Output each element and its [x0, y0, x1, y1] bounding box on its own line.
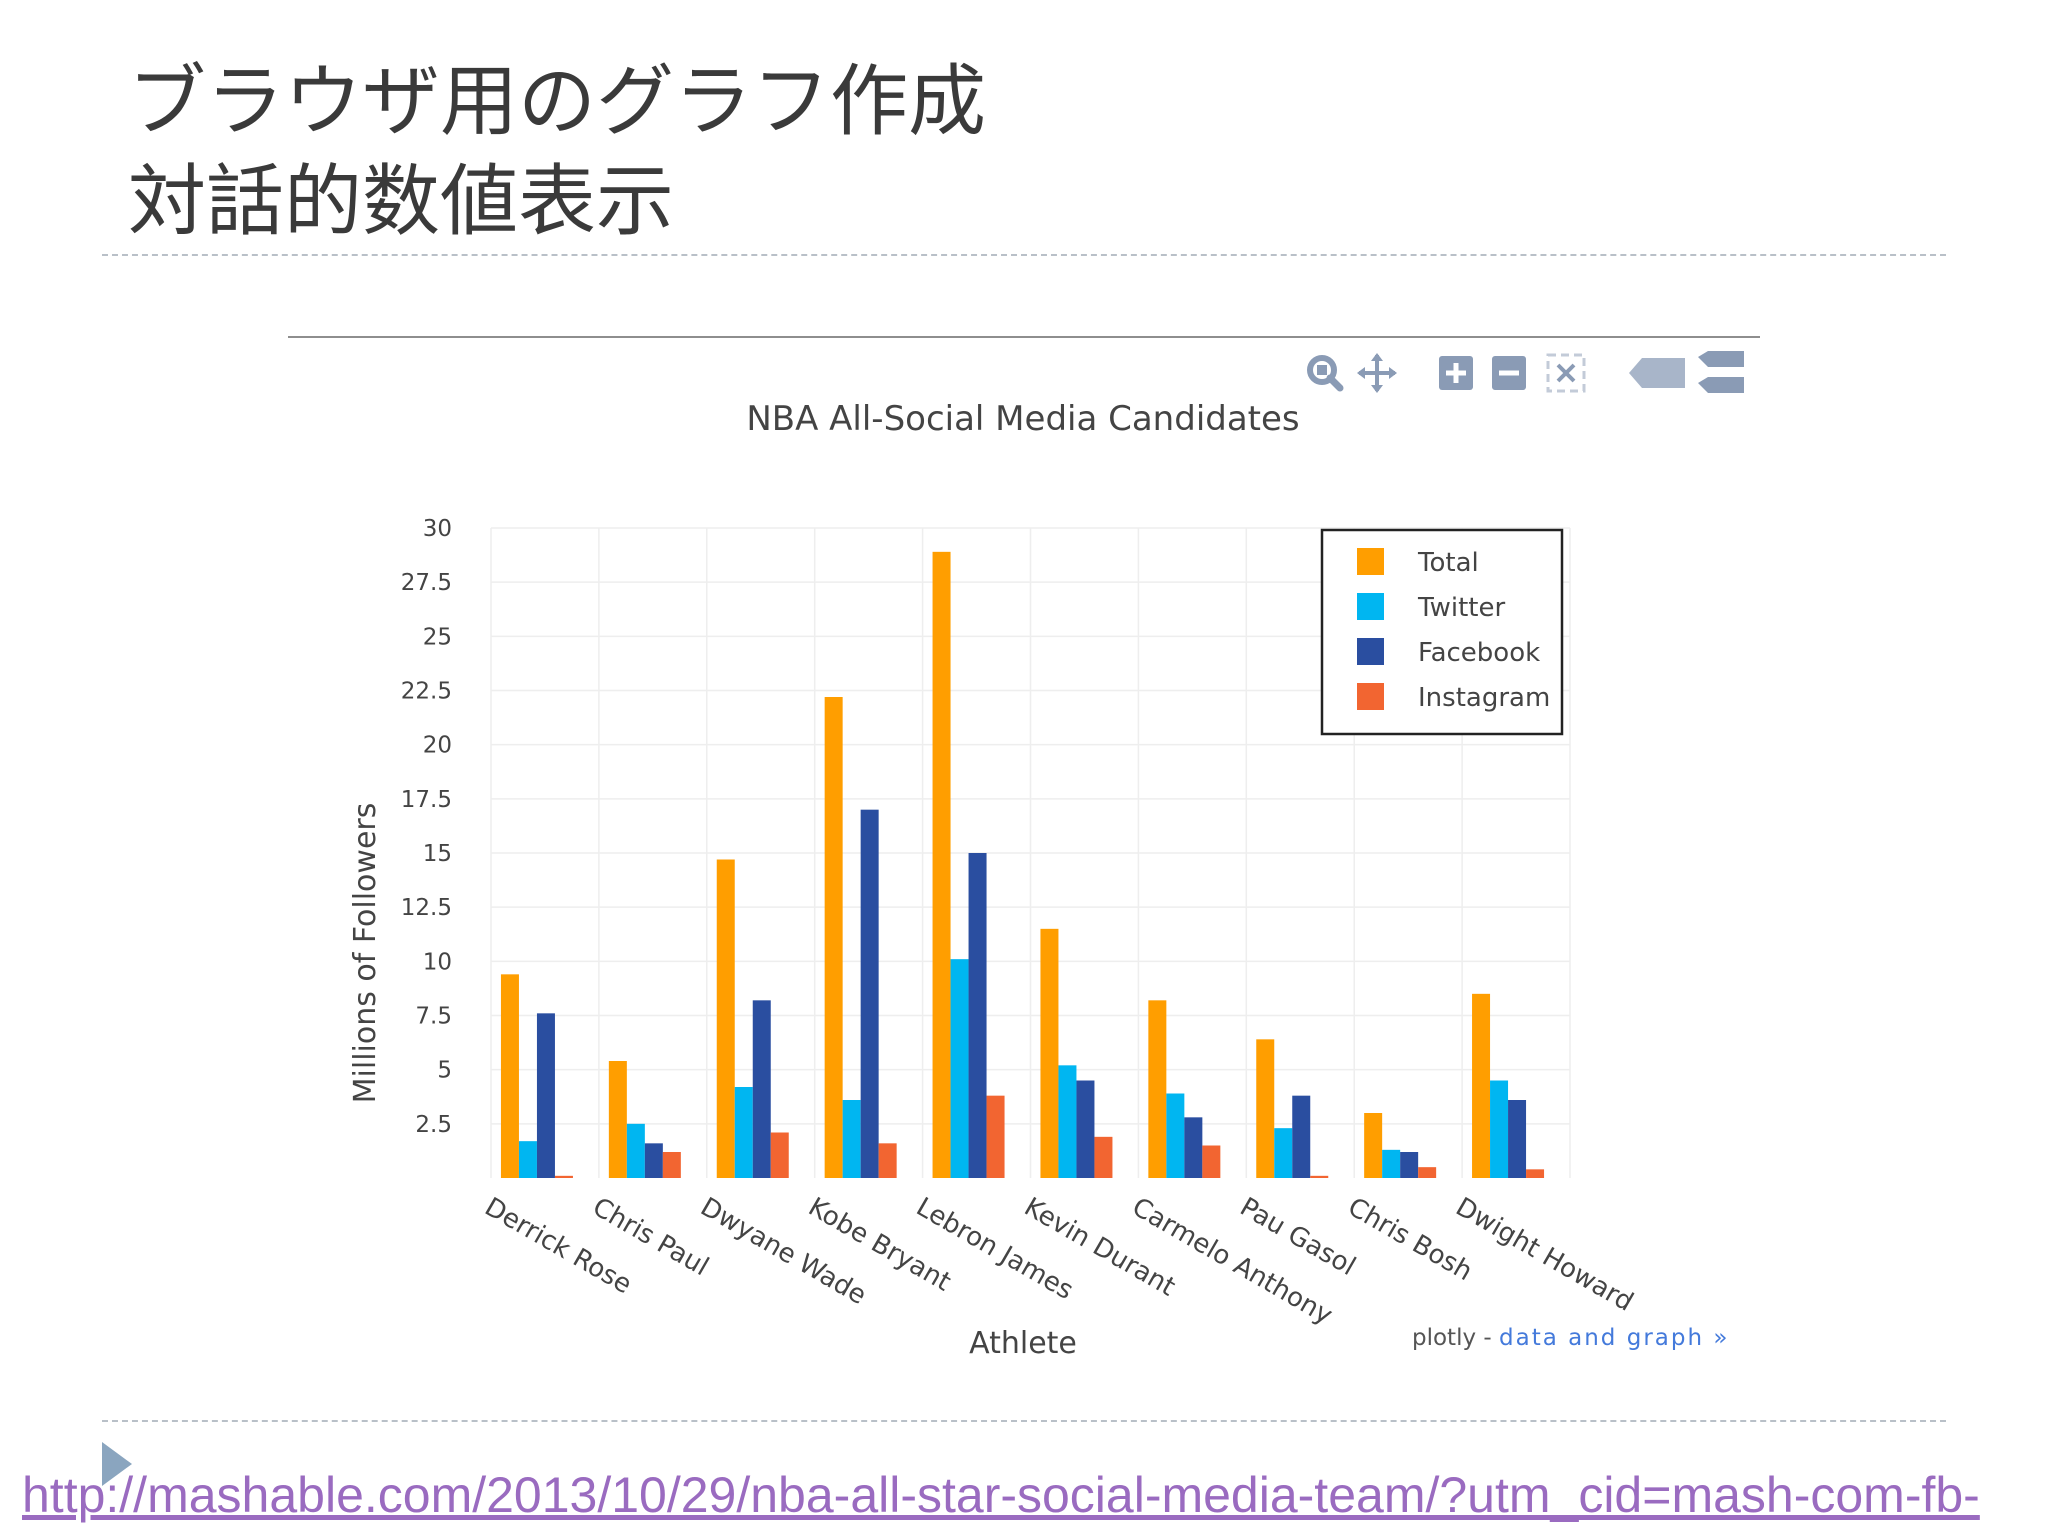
bar-twitter — [1490, 1080, 1509, 1178]
bullet-arrow-icon — [102, 1442, 132, 1486]
bar-facebook — [968, 853, 987, 1178]
top-divider — [102, 254, 1946, 256]
bar-facebook — [860, 809, 879, 1178]
bar-instagram — [1418, 1167, 1437, 1178]
bar-instagram — [770, 1132, 789, 1178]
bar-facebook — [1076, 1080, 1095, 1178]
x-axis-label: Athlete — [969, 1326, 1077, 1361]
bar-twitter — [1274, 1128, 1293, 1178]
bar-twitter — [1166, 1093, 1185, 1178]
bar-twitter — [518, 1141, 537, 1178]
plotly-attribution: plotly - data and graph » — [1412, 1325, 1729, 1351]
y-tick-label: 15 — [423, 841, 452, 867]
chart-title: NBA All-Social Media Candidates — [746, 399, 1299, 439]
bar-twitter — [1382, 1149, 1401, 1178]
bottom-divider — [102, 1420, 1946, 1422]
modebar — [1307, 351, 1744, 393]
bar-total — [608, 1061, 627, 1178]
bar-instagram — [1202, 1145, 1221, 1178]
y-tick-label: 7.5 — [415, 1004, 452, 1030]
bar-total — [1148, 1000, 1167, 1178]
hover-closest-icon[interactable] — [1629, 358, 1685, 388]
bar-total — [500, 974, 519, 1178]
y-tick-label: 5 — [437, 1058, 452, 1084]
bar-facebook — [1508, 1100, 1527, 1178]
y-tick-label: 22.5 — [401, 679, 452, 705]
bar-twitter — [734, 1087, 753, 1178]
bar-total — [824, 697, 843, 1178]
bar-facebook — [536, 1013, 555, 1178]
legend: Total Twitter Facebook Instagram — [1320, 528, 1564, 736]
y-tick-label: 25 — [423, 624, 452, 650]
y-tick-label: 12.5 — [401, 895, 452, 921]
bar-total — [1472, 993, 1491, 1178]
bar-twitter — [842, 1100, 861, 1178]
bar-twitter — [950, 959, 969, 1178]
y-tick-label: 27.5 — [401, 570, 452, 596]
legend-label-twitter: Twitter — [1417, 593, 1505, 623]
bar-facebook — [1184, 1117, 1203, 1178]
bar-facebook — [644, 1143, 663, 1178]
bar-twitter — [626, 1123, 645, 1178]
zoom-out-icon[interactable] — [1492, 356, 1526, 390]
autoscale-icon[interactable] — [1546, 353, 1586, 393]
bar-instagram — [986, 1095, 1005, 1178]
y-tick-label: 30 — [423, 516, 452, 542]
legend-swatch-total — [1357, 548, 1384, 575]
legend-swatch-twitter — [1357, 593, 1384, 620]
slide-title-line-2: 対話的数値表示 — [128, 157, 675, 247]
y-tick-label: 10 — [423, 949, 452, 975]
bar-twitter — [1058, 1065, 1077, 1178]
y-tick-label: 20 — [423, 733, 452, 759]
source-link[interactable]: http://mashable.com/2013/10/29/nba-all-s… — [22, 1467, 1980, 1523]
y-axis-label: Millions of Followers — [348, 803, 383, 1104]
legend-label-instagram: Instagram — [1418, 683, 1550, 713]
chart-frame: NBA All-Social Media Candidates 2.5 5 7.5 1… — [288, 336, 1760, 1392]
pan-icon[interactable] — [1357, 353, 1397, 393]
bar-total — [1256, 1039, 1275, 1178]
bar-instagram — [1526, 1169, 1545, 1178]
bar-instagram — [662, 1152, 681, 1178]
bar-total — [1040, 928, 1059, 1178]
legend-label-facebook: Facebook — [1418, 638, 1540, 668]
bar-facebook — [1400, 1152, 1419, 1178]
bar-instagram — [1310, 1175, 1329, 1178]
zoom-icon[interactable] — [1307, 355, 1344, 392]
y-tick-label: 17.5 — [401, 787, 452, 813]
y-tick-label: 2.5 — [415, 1112, 452, 1138]
bar-total — [716, 859, 735, 1178]
bar-total — [1364, 1113, 1383, 1178]
plotly-text: plotly - — [1412, 1325, 1499, 1351]
bar-facebook — [752, 1000, 771, 1178]
slide-title: ブラウザ用のグラフ作成 対話的数値表示 — [128, 52, 986, 252]
x-tick-label: Carmelo Anthony — [1127, 1192, 1338, 1331]
hover-compare-icon[interactable] — [1698, 351, 1744, 393]
legend-label-total: Total — [1417, 548, 1479, 578]
zoom-in-icon[interactable] — [1439, 356, 1473, 390]
bar-total — [932, 551, 951, 1178]
chart: NBA All-Social Media Candidates 2.5 5 7.5 1… — [288, 336, 1760, 1361]
bar-facebook — [1292, 1095, 1311, 1178]
bar-instagram — [554, 1175, 573, 1178]
slide-title-line-1: ブラウザ用のグラフ作成 — [128, 57, 987, 147]
bar-instagram — [878, 1143, 897, 1178]
legend-swatch-instagram — [1357, 683, 1384, 710]
bar-instagram — [1094, 1136, 1113, 1178]
x-tick-label: Dwight Howard — [1451, 1192, 1639, 1318]
legend-swatch-facebook — [1357, 638, 1384, 665]
data-and-graph-link[interactable]: data and graph » — [1499, 1325, 1729, 1351]
